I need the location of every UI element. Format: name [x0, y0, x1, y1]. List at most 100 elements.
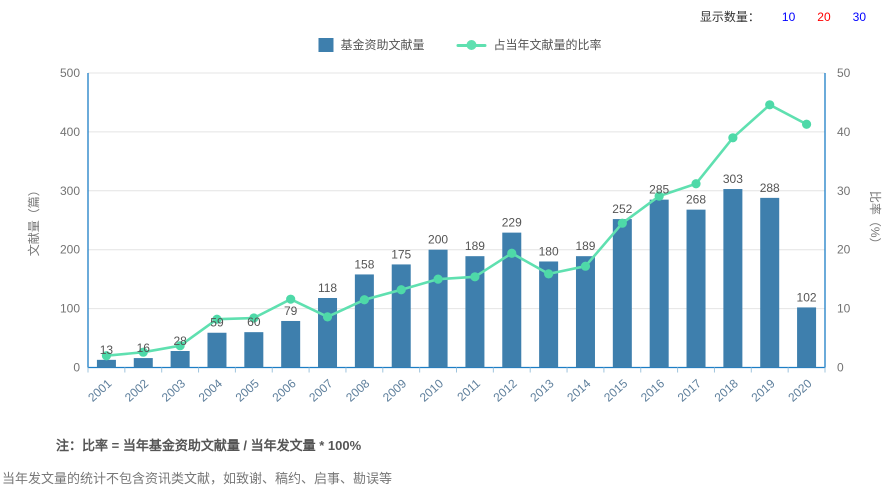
bar-2019[interactable] [760, 197, 780, 368]
ratio-point-2012[interactable] [507, 248, 517, 258]
bar-2016[interactable] [649, 199, 669, 368]
y-left-tick-label: 500 [60, 66, 80, 80]
x-label-2010: 2010 [417, 376, 446, 404]
bar-value-label-2008: 158 [354, 257, 374, 271]
bar-2017[interactable] [686, 209, 706, 368]
y-right-tick-label: 30 [837, 184, 851, 198]
ratio-point-2004[interactable] [212, 314, 222, 324]
ratio-line [105, 103, 808, 358]
ratio-point-2015[interactable] [617, 218, 627, 228]
y-right-tick-label: 50 [837, 66, 851, 80]
bar-value-label-2005: 60 [247, 315, 261, 329]
bar-series-swatch-icon [318, 37, 334, 52]
ratio-point-2019[interactable] [765, 100, 775, 110]
x-label-2011: 2011 [454, 376, 483, 404]
legend-label-bar-series: 基金资助文献量 [340, 38, 425, 52]
ratio-point-2001[interactable] [101, 351, 112, 361]
y-right-axis-title: 比率（%） [868, 191, 883, 250]
bar-2004[interactable] [207, 332, 227, 368]
bar-2012[interactable] [502, 232, 522, 368]
bar-value-label-2003: 28 [173, 334, 187, 348]
bar-2010[interactable] [428, 249, 448, 368]
bar-2001[interactable] [96, 359, 116, 368]
x-label-2018: 2018 [712, 376, 741, 404]
bar-value-label-2020: 102 [797, 290, 817, 304]
ratio-point-2009[interactable] [396, 285, 406, 295]
bar-value-label-2004: 59 [210, 316, 224, 330]
ratio-point-2003[interactable] [175, 341, 185, 351]
y-right-tick-label: 20 [837, 243, 851, 257]
bar-2013[interactable] [539, 261, 559, 368]
y-right-tick-label: 40 [837, 125, 851, 139]
y-left-tick-label: 400 [60, 125, 80, 139]
note-formula: 注：比率 = 当年基金资助文献量 / 当年发文量 * 100% [56, 438, 362, 453]
ratio-point-2018[interactable] [728, 133, 738, 143]
x-label-2007: 2007 [306, 376, 335, 404]
x-label-2006: 2006 [269, 376, 298, 404]
ratio-point-2014[interactable] [580, 261, 591, 271]
y-right-tick-label: 0 [837, 361, 844, 375]
ratio-point-2008[interactable] [359, 295, 369, 305]
line-series-swatch-icon [456, 39, 487, 50]
x-label-2019: 2019 [749, 376, 778, 404]
ratio-point-2010[interactable] [433, 274, 443, 284]
note-exclusion: 当年发文量的统计不包含资讯类文献，如致谢、稿约、启事、勘误等 [2, 471, 393, 486]
bar-value-label-2012: 229 [502, 216, 522, 230]
bar-value-label-2013: 180 [539, 244, 559, 258]
y-left-tick-label: 0 [73, 361, 80, 375]
x-label-2008: 2008 [343, 376, 372, 404]
display-count-option-20[interactable]: 20 [817, 9, 831, 24]
y-left-tick-label: 300 [60, 184, 80, 198]
ratio-point-2013[interactable] [544, 269, 554, 279]
bar-value-label-2019: 288 [760, 181, 780, 195]
bar-2002[interactable] [133, 358, 153, 368]
bar-value-label-2017: 268 [686, 193, 706, 207]
bar-2005[interactable] [244, 332, 264, 368]
bar-2003[interactable] [170, 351, 190, 368]
display-count-option-30[interactable]: 30 [852, 9, 866, 24]
ratio-point-2005[interactable] [249, 313, 259, 323]
bar-2020[interactable] [797, 307, 817, 368]
bar-2015[interactable] [612, 219, 632, 368]
bar-value-label-2018: 303 [723, 172, 743, 186]
x-label-2012: 2012 [491, 376, 520, 404]
ratio-point-2006[interactable] [286, 294, 296, 304]
display-count-label: 显示数量： [699, 10, 760, 24]
ratio-point-2016[interactable] [654, 191, 664, 201]
ratio-point-2002[interactable] [138, 347, 148, 357]
bar-2007[interactable] [318, 297, 338, 368]
x-label-2004: 2004 [196, 376, 225, 404]
bar-value-label-2009: 175 [391, 247, 411, 261]
bar-value-label-2001: 13 [100, 343, 114, 357]
x-label-2014: 2014 [564, 376, 593, 404]
legend-item-bar-series[interactable]: 基金资助文献量 [318, 36, 425, 53]
bar-value-label-2010: 200 [428, 233, 448, 247]
x-label-2017: 2017 [675, 376, 704, 404]
bar-2006[interactable] [281, 320, 301, 368]
ratio-point-2011[interactable] [470, 272, 480, 282]
bar-value-label-2007: 118 [318, 281, 337, 295]
bar-value-label-2014: 189 [575, 239, 595, 253]
display-count-control: 显示数量： 10 20 30 [700, 8, 866, 25]
ratio-point-2017[interactable] [691, 179, 701, 189]
legend-label-line-series: 占当年文献量的比率 [493, 38, 602, 52]
combo-chart: 0 100 200 300 400 500 0 10 20 30 40 50 文献量（篇） 比率（%） 13… [26, 66, 883, 405]
bar-2008[interactable] [354, 274, 374, 368]
x-label-2013: 2013 [527, 376, 556, 404]
ratio-point-2007[interactable] [322, 312, 333, 322]
legend-item-line-series[interactable]: 占当年文献量的比率 [456, 36, 602, 53]
x-label-2015: 2015 [601, 376, 630, 404]
bar-2014[interactable] [575, 256, 595, 368]
y-right-tick-label: 10 [837, 302, 851, 316]
bar-value-label-2002: 16 [137, 341, 151, 355]
bar-value-label-2015: 252 [612, 202, 632, 216]
bar-2018[interactable] [723, 189, 743, 368]
x-label-2002: 2002 [122, 376, 151, 404]
bar-2011[interactable] [465, 256, 485, 368]
bar-2009[interactable] [391, 264, 411, 368]
x-label-2001: 2001 [85, 376, 114, 404]
ratio-point-2020[interactable] [801, 119, 812, 129]
bar-value-label-2011: 189 [465, 239, 485, 253]
display-count-option-10[interactable]: 10 [781, 9, 796, 24]
